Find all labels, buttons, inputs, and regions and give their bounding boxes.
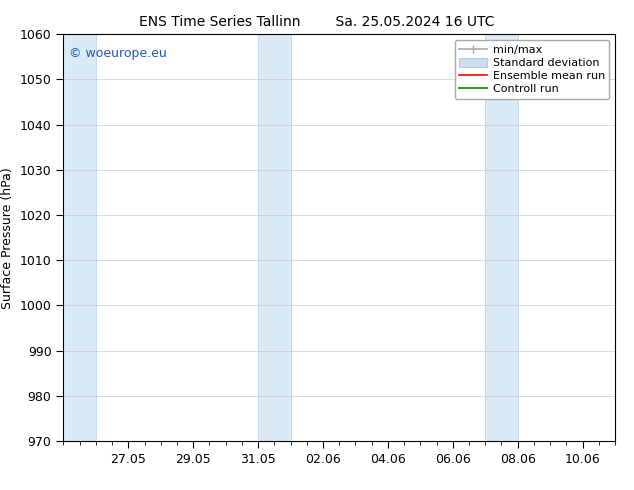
- Bar: [258, 34, 290, 441]
- Bar: [485, 34, 517, 441]
- Text: © woeurope.eu: © woeurope.eu: [69, 47, 167, 59]
- Legend: min/max, Standard deviation, Ensemble mean run, Controll run: min/max, Standard deviation, Ensemble me…: [455, 40, 609, 99]
- Y-axis label: Surface Pressure (hPa): Surface Pressure (hPa): [1, 167, 14, 309]
- Text: ENS Time Series Tallinn        Sa. 25.05.2024 16 UTC: ENS Time Series Tallinn Sa. 25.05.2024 1…: [139, 15, 495, 29]
- Bar: [63, 34, 96, 441]
